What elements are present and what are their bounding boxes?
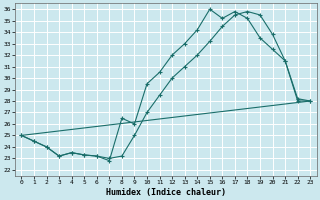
X-axis label: Humidex (Indice chaleur): Humidex (Indice chaleur) bbox=[106, 188, 226, 197]
